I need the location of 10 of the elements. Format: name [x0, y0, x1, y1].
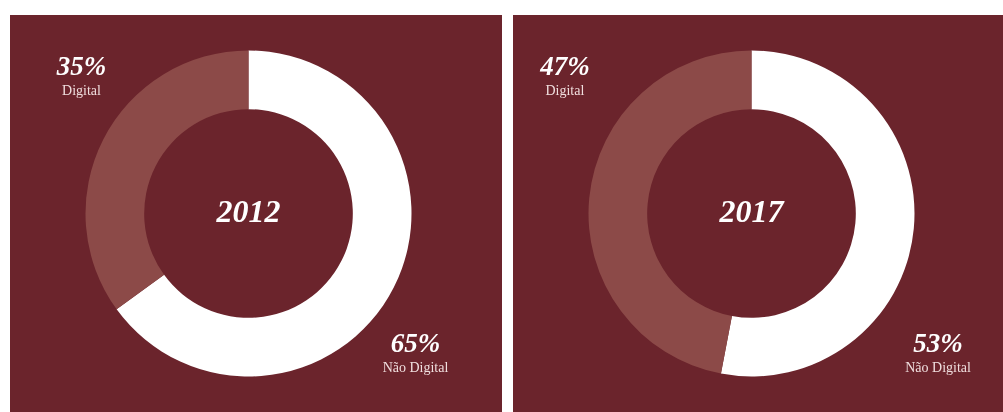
data-label: 53%	[913, 328, 963, 359]
slice-label: Digital	[545, 82, 585, 98]
slice-label: Digital	[62, 82, 102, 98]
data-label: 35%	[55, 50, 107, 81]
text: 2017	[718, 192, 786, 229]
text: 2012	[215, 192, 281, 229]
data-label: 65%	[390, 328, 441, 359]
slice-label: Não Digital	[905, 360, 972, 376]
data-label: 47%	[539, 50, 590, 81]
slice-label: Não Digital	[382, 360, 449, 376]
